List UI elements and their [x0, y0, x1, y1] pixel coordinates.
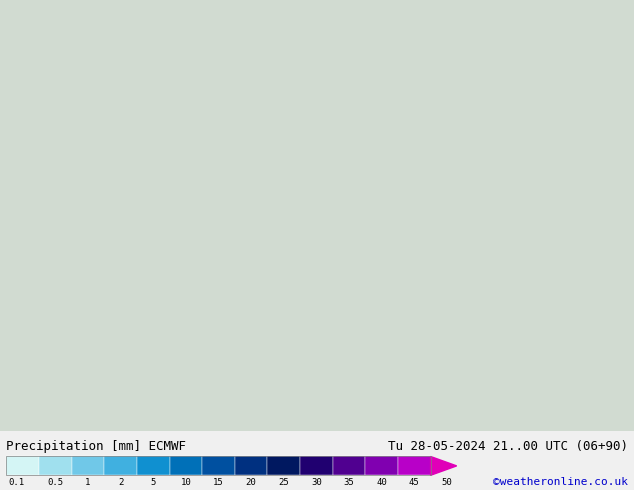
Bar	[6, 457, 39, 475]
Bar	[104, 457, 137, 475]
Bar	[365, 457, 398, 475]
Text: 50: 50	[441, 478, 452, 487]
Bar	[72, 457, 104, 475]
Text: 30: 30	[311, 478, 321, 487]
Text: 2: 2	[118, 478, 123, 487]
Bar	[202, 457, 235, 475]
Text: Precipitation [mm] ECMWF: Precipitation [mm] ECMWF	[6, 440, 186, 453]
Text: 0.1: 0.1	[8, 478, 24, 487]
Text: 45: 45	[409, 478, 420, 487]
Text: 35: 35	[344, 478, 354, 487]
Text: ©weatheronline.co.uk: ©weatheronline.co.uk	[493, 477, 628, 487]
Bar	[398, 457, 430, 475]
Text: 20: 20	[246, 478, 257, 487]
Bar	[300, 457, 333, 475]
Bar	[137, 457, 169, 475]
Bar	[333, 457, 365, 475]
Bar	[268, 457, 300, 475]
Text: Tu 28-05-2024 21..00 UTC (06+90): Tu 28-05-2024 21..00 UTC (06+90)	[387, 440, 628, 453]
Polygon shape	[430, 457, 456, 475]
Bar	[39, 457, 72, 475]
Text: 5: 5	[150, 478, 156, 487]
Bar	[235, 457, 268, 475]
Bar	[169, 457, 202, 475]
Text: 1: 1	[85, 478, 91, 487]
Text: 25: 25	[278, 478, 289, 487]
Text: 10: 10	[181, 478, 191, 487]
Text: 15: 15	[213, 478, 224, 487]
Text: 0.5: 0.5	[47, 478, 63, 487]
Text: 40: 40	[376, 478, 387, 487]
